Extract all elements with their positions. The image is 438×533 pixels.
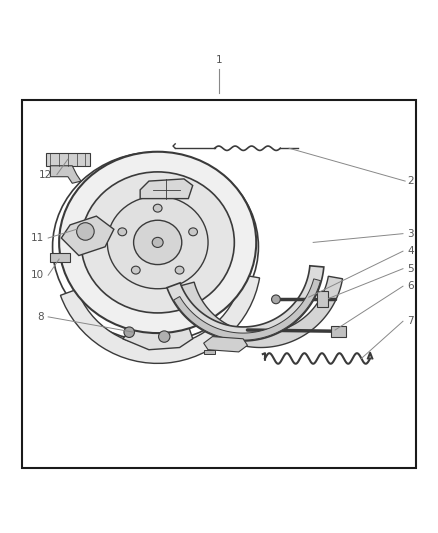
Polygon shape: [50, 253, 70, 262]
Bar: [204, 350, 215, 354]
Ellipse shape: [175, 266, 184, 274]
Circle shape: [159, 331, 170, 342]
Text: 7: 7: [407, 316, 414, 326]
Polygon shape: [204, 336, 247, 352]
Text: 11: 11: [31, 233, 44, 243]
Text: 10: 10: [31, 270, 44, 280]
Ellipse shape: [81, 172, 234, 313]
Circle shape: [124, 327, 134, 337]
Ellipse shape: [134, 220, 182, 264]
Ellipse shape: [153, 204, 162, 212]
Polygon shape: [180, 276, 343, 348]
Bar: [46, 152, 90, 166]
Polygon shape: [140, 179, 193, 199]
Polygon shape: [167, 266, 324, 341]
Text: 4: 4: [407, 246, 414, 256]
Circle shape: [272, 295, 280, 304]
Text: 6: 6: [407, 281, 414, 291]
Wedge shape: [60, 275, 260, 364]
Ellipse shape: [107, 196, 208, 289]
Text: 3: 3: [407, 229, 414, 239]
Polygon shape: [174, 279, 321, 340]
Bar: [22, 100, 416, 468]
Bar: [331, 326, 346, 336]
Ellipse shape: [59, 152, 256, 333]
Text: 5: 5: [407, 264, 414, 273]
Circle shape: [77, 223, 94, 240]
Polygon shape: [50, 166, 81, 183]
Polygon shape: [123, 324, 193, 350]
Text: 8: 8: [37, 312, 44, 322]
Text: 12: 12: [39, 169, 53, 180]
Text: 1: 1: [215, 55, 223, 65]
Text: 2: 2: [407, 176, 414, 186]
Ellipse shape: [189, 228, 198, 236]
Ellipse shape: [131, 266, 140, 274]
Ellipse shape: [152, 237, 163, 247]
Ellipse shape: [118, 228, 127, 236]
Polygon shape: [61, 216, 114, 255]
Bar: [317, 292, 328, 307]
